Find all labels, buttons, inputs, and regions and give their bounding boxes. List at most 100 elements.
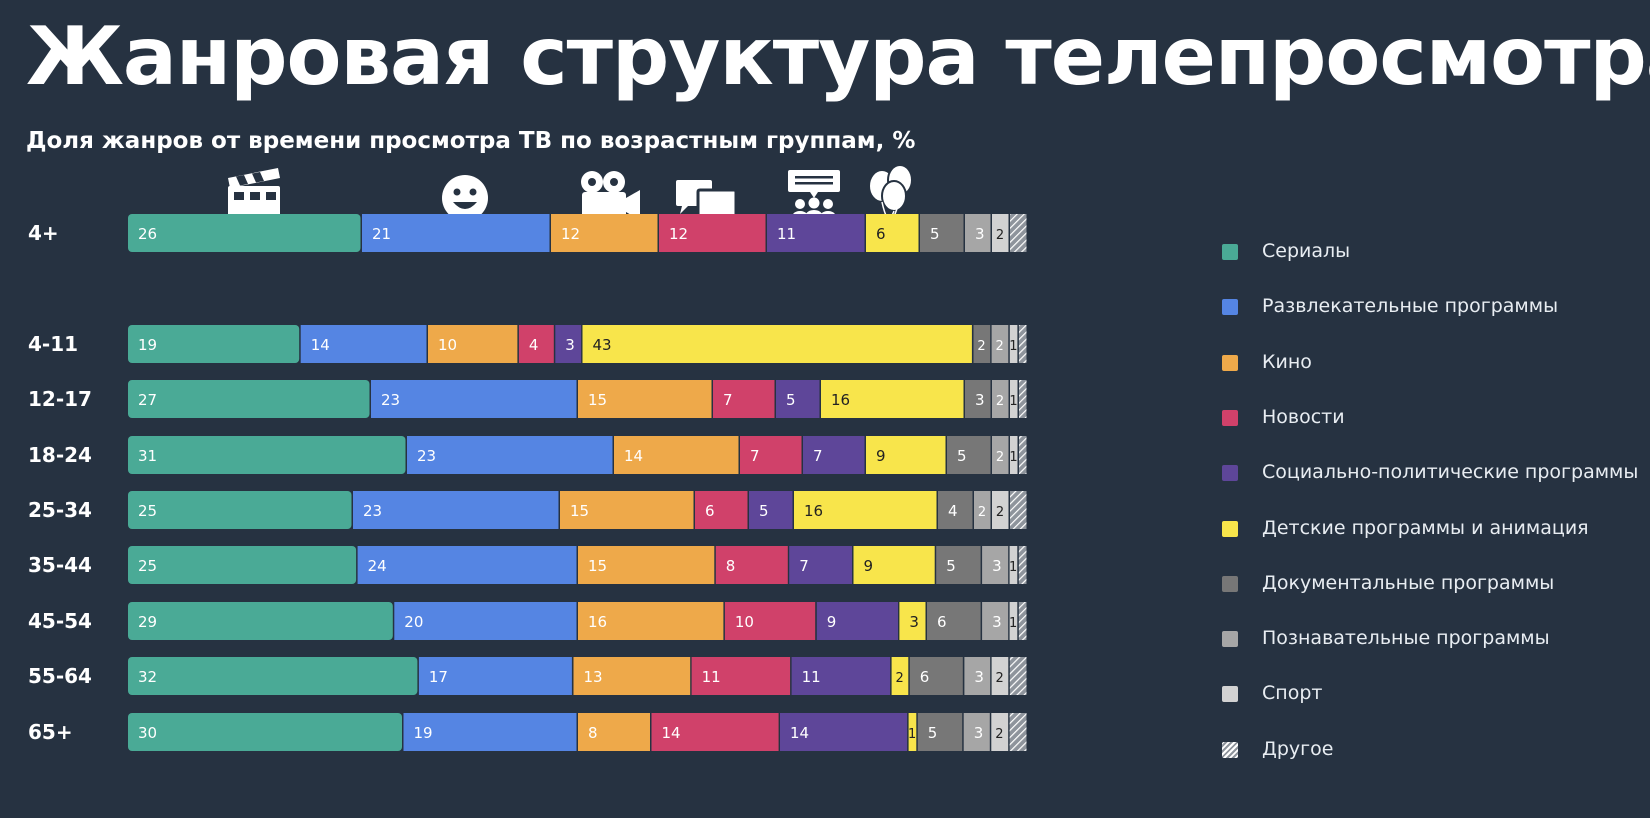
data-label: 7 <box>813 447 823 465</box>
data-label: 2 <box>977 339 985 354</box>
legend-label: Сериалы <box>1262 240 1351 262</box>
bar-segment <box>128 436 406 474</box>
data-label: 12 <box>561 225 580 243</box>
data-label: 5 <box>930 225 940 243</box>
bar-segment <box>917 713 963 751</box>
data-label: 19 <box>414 724 433 742</box>
data-label: 3 <box>992 613 1002 631</box>
bar-segment <box>740 436 802 474</box>
bar-segment <box>1009 602 1018 640</box>
bar-segment <box>991 713 1009 751</box>
data-label: 3 <box>975 391 985 409</box>
bar-segment <box>938 491 973 529</box>
data-label: 12 <box>669 225 688 243</box>
legend-item: Новости <box>1222 404 1650 434</box>
data-label: 5 <box>786 391 796 409</box>
data-label: 3 <box>975 225 985 243</box>
data-label: 8 <box>588 724 598 742</box>
data-label: 2 <box>996 450 1004 465</box>
bar-segment <box>353 491 559 529</box>
data-label: 3 <box>974 668 984 686</box>
bar-segment <box>1009 546 1018 584</box>
bar-segment <box>407 436 613 474</box>
bar-segment <box>724 602 816 640</box>
bar-segment <box>927 602 981 640</box>
legend-swatch <box>1222 520 1238 537</box>
data-label: 1 <box>1009 450 1017 465</box>
legend-label: Развлекательные программы <box>1262 295 1559 318</box>
smiley-icon <box>442 175 488 221</box>
category-label: 35-44 <box>28 553 92 577</box>
bar-segment <box>891 657 909 695</box>
category-label: 4+ <box>28 221 59 245</box>
bar-segment <box>991 657 1009 695</box>
data-label: 9 <box>876 447 886 465</box>
data-label: 5 <box>928 724 938 742</box>
data-label: 2 <box>996 505 1004 520</box>
bar-segment <box>362 214 550 252</box>
data-label: 5 <box>957 447 967 465</box>
bar-segment <box>816 602 898 640</box>
bar-segment <box>1009 657 1027 695</box>
chart-subtitle: Доля жанров от времени просмотра ТВ по в… <box>26 128 916 154</box>
category-label: 25-34 <box>28 498 92 522</box>
bar-segment <box>518 325 554 363</box>
bar-segment <box>965 380 991 418</box>
data-label: 32 <box>138 668 157 686</box>
data-label: 15 <box>588 557 607 575</box>
bar-segment <box>578 713 650 751</box>
legend-label: Познавательные программы <box>1262 627 1550 650</box>
bar-segment <box>357 546 577 584</box>
bar-segment <box>909 657 963 695</box>
data-label: 19 <box>138 336 157 354</box>
bar-segment <box>1019 380 1027 418</box>
category-label: 65+ <box>28 720 73 744</box>
category-label: 4-11 <box>28 332 78 356</box>
data-label: 13 <box>584 668 603 686</box>
bar-segment <box>947 436 991 474</box>
data-label: 6 <box>705 502 715 520</box>
balloons-icon <box>868 164 913 221</box>
data-label: 15 <box>588 391 607 409</box>
data-label: 11 <box>702 668 721 686</box>
legend-swatch <box>1222 354 1238 371</box>
bar-segment <box>582 325 972 363</box>
bar-segment <box>982 546 1009 584</box>
bar-segment <box>428 325 518 363</box>
legend-item: Кино <box>1222 349 1650 379</box>
data-label: 7 <box>723 391 733 409</box>
bar-segment <box>371 380 577 418</box>
bar-segment <box>128 546 357 584</box>
bar-segment <box>128 602 393 640</box>
data-label: 25 <box>138 557 157 575</box>
bar-segment <box>992 214 1009 252</box>
data-label: 2 <box>996 339 1004 354</box>
bar-segment <box>578 546 715 584</box>
bar-segment <box>418 657 572 695</box>
clapperboard-icon <box>228 168 280 216</box>
data-label: 23 <box>363 502 382 520</box>
legend-item: Другое <box>1222 736 1650 766</box>
data-label: 23 <box>381 391 400 409</box>
bar-segment <box>300 325 427 363</box>
data-label: 5 <box>946 557 956 575</box>
data-label: 1 <box>1009 616 1017 631</box>
data-label: 1 <box>1009 560 1017 575</box>
bar-segment <box>128 325 300 363</box>
bar-segment <box>128 713 402 751</box>
data-label: 4 <box>529 336 539 354</box>
data-label: 2 <box>995 727 1003 742</box>
legend-item: Сериалы <box>1222 238 1650 268</box>
bar-segment <box>659 214 766 252</box>
bar-segment <box>1010 214 1027 252</box>
bar-segment <box>1018 602 1027 640</box>
category-label: 45-54 <box>28 609 92 633</box>
bar-segment <box>920 214 964 252</box>
data-label: 7 <box>799 557 809 575</box>
bar-segment <box>1010 380 1018 418</box>
data-label: 14 <box>662 724 681 742</box>
legend-label: Документальные программы <box>1262 571 1555 594</box>
legend-swatch <box>1222 409 1238 426</box>
data-label: 3 <box>992 557 1002 575</box>
